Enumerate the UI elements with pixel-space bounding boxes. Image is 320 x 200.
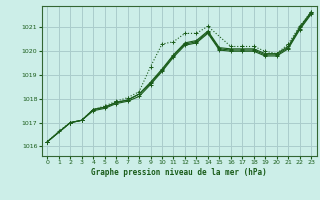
X-axis label: Graphe pression niveau de la mer (hPa): Graphe pression niveau de la mer (hPa) xyxy=(91,168,267,177)
